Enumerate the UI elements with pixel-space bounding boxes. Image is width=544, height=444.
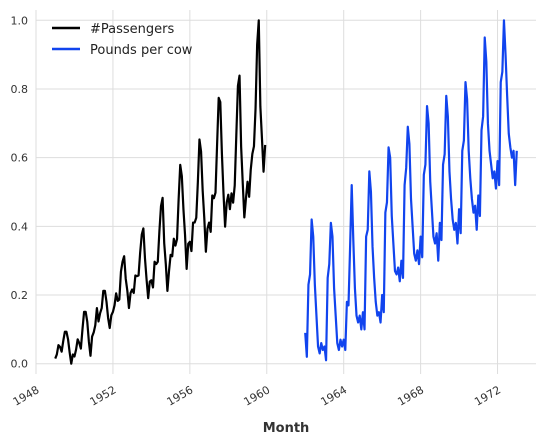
series-line-0	[54, 19, 267, 365]
y-tick-label: 0.2	[11, 289, 29, 302]
y-tick-label: 0.4	[11, 220, 29, 233]
x-tick-label: 1968	[395, 383, 426, 408]
y-tick-label: 0.6	[11, 152, 29, 165]
x-axis-title: Month	[263, 421, 310, 436]
x-tick-label: 1956	[165, 383, 196, 408]
series-line-1	[304, 19, 518, 362]
x-tick-label: 1948	[11, 383, 42, 408]
x-tick-label: 1952	[88, 383, 119, 408]
y-tick-label: 0.8	[11, 83, 29, 96]
y-tick-label: 0.0	[11, 358, 29, 371]
series-layer	[54, 19, 518, 365]
y-tick-label: 1.0	[11, 14, 29, 27]
legend-label: #Passengers	[90, 22, 174, 37]
x-tick-label: 1964	[318, 383, 349, 408]
legend-label: Pounds per cow	[90, 43, 193, 58]
legend: #Passengers Pounds per cow	[52, 22, 193, 58]
x-tick-label: 1960	[242, 383, 273, 408]
x-tick-label: 1972	[472, 383, 503, 408]
